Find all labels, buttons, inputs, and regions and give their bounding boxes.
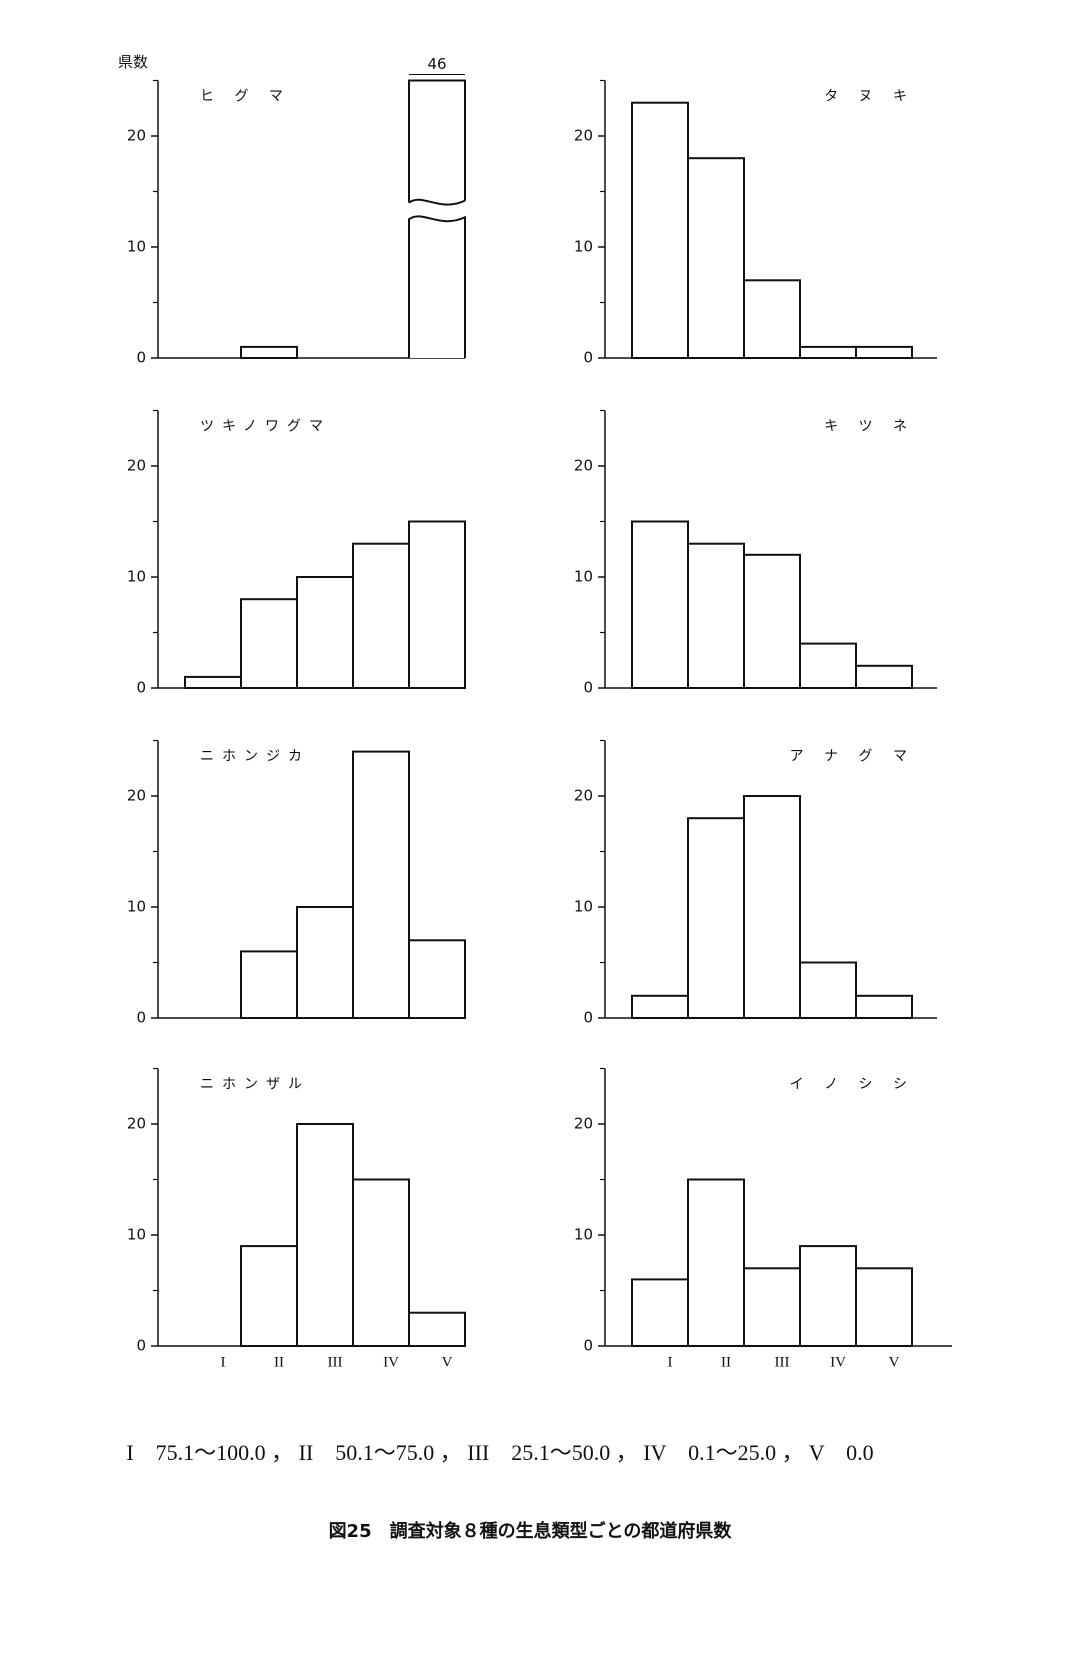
x-tick-label: II <box>274 1354 284 1370</box>
bar <box>296 1123 354 1347</box>
bar <box>631 994 689 1019</box>
y-tick-label: 0 <box>136 679 146 697</box>
bar <box>296 906 354 1019</box>
x-tick-label: IV <box>383 1354 399 1370</box>
chart-title: ヒ グ マ <box>200 89 291 105</box>
chart-title: ツキノワグマ <box>200 419 331 435</box>
bar <box>240 950 298 1020</box>
bar <box>184 675 242 690</box>
chart-title: キ ツ ネ <box>824 419 915 435</box>
y-axis-label: 県数 <box>118 53 148 71</box>
chart-title: タ ヌ キ <box>824 89 915 105</box>
chart-title: イ ノ シ シ <box>790 1077 915 1093</box>
bar <box>408 520 466 689</box>
y-tick-label: 0 <box>583 679 593 697</box>
bar <box>240 598 298 690</box>
y-tick-label: 0 <box>136 349 146 367</box>
bar <box>687 817 745 1020</box>
bar <box>743 279 801 359</box>
bar <box>687 157 745 359</box>
bar <box>743 795 801 1019</box>
bar <box>240 1245 298 1347</box>
chart-title: ニホンジカ <box>200 749 310 765</box>
y-tick-label: 20 <box>127 787 146 805</box>
bar <box>631 1278 689 1348</box>
y-tick-label: 20 <box>127 457 146 475</box>
bar <box>631 520 689 689</box>
class-legend: I 75.1～100.0 ， II 50.1～75.0 ， III 25.1～5… <box>126 1440 873 1465</box>
y-tick-label: 20 <box>574 127 593 145</box>
bar <box>296 576 354 689</box>
bar <box>240 345 298 359</box>
y-tick-label: 20 <box>574 787 593 805</box>
bar <box>799 961 857 1019</box>
y-tick-label: 0 <box>136 1009 146 1027</box>
y-tick-label: 0 <box>583 1337 593 1355</box>
y-tick-label: 0 <box>583 1009 593 1027</box>
bar <box>855 664 913 689</box>
bar <box>855 994 913 1019</box>
y-tick-label: 10 <box>574 898 593 916</box>
x-tick-label: IV <box>830 1354 846 1370</box>
bar <box>687 1178 745 1347</box>
bar <box>408 1311 466 1347</box>
y-tick-label: 10 <box>127 898 146 916</box>
y-tick-label: 20 <box>574 1115 593 1133</box>
x-tick-label: V <box>889 1354 900 1370</box>
y-tick-label: 10 <box>574 1226 593 1244</box>
broken-bar <box>408 79 466 358</box>
bar <box>855 345 913 359</box>
bar <box>352 750 410 1019</box>
x-tick-label: II <box>721 1354 731 1370</box>
y-tick-label: 0 <box>136 1337 146 1355</box>
bar <box>743 553 801 689</box>
bar <box>799 345 857 359</box>
x-tick-label: I <box>668 1354 673 1370</box>
bar <box>352 1178 410 1347</box>
bar <box>408 939 466 1019</box>
x-tick-label: III <box>775 1354 790 1370</box>
x-tick-label: III <box>328 1354 343 1370</box>
bar <box>631 101 689 359</box>
y-tick-label: 10 <box>574 568 593 586</box>
x-tick-label: I <box>221 1354 226 1370</box>
y-tick-label: 0 <box>583 349 593 367</box>
x-tick-label: V <box>442 1354 453 1370</box>
bar <box>855 1267 913 1348</box>
bar <box>799 642 857 689</box>
y-tick-label: 10 <box>127 1226 146 1244</box>
chart-title: ニホンザル <box>200 1077 310 1093</box>
y-tick-label: 20 <box>574 457 593 475</box>
bar <box>352 542 410 690</box>
caption: 図25 調査対象８種の生息類型ごとの都道府県数 <box>329 1520 733 1542</box>
y-tick-label: 10 <box>127 568 146 586</box>
bar <box>743 1267 801 1348</box>
y-tick-label: 20 <box>127 127 146 145</box>
y-tick-label: 20 <box>127 1115 146 1133</box>
bar <box>687 542 745 690</box>
y-tick-label: 10 <box>574 238 593 256</box>
y-tick-label: 10 <box>127 238 146 256</box>
bar <box>799 1245 857 1347</box>
chart-title: ア ナ グ マ <box>790 749 915 765</box>
value-label: 46 <box>427 55 446 73</box>
